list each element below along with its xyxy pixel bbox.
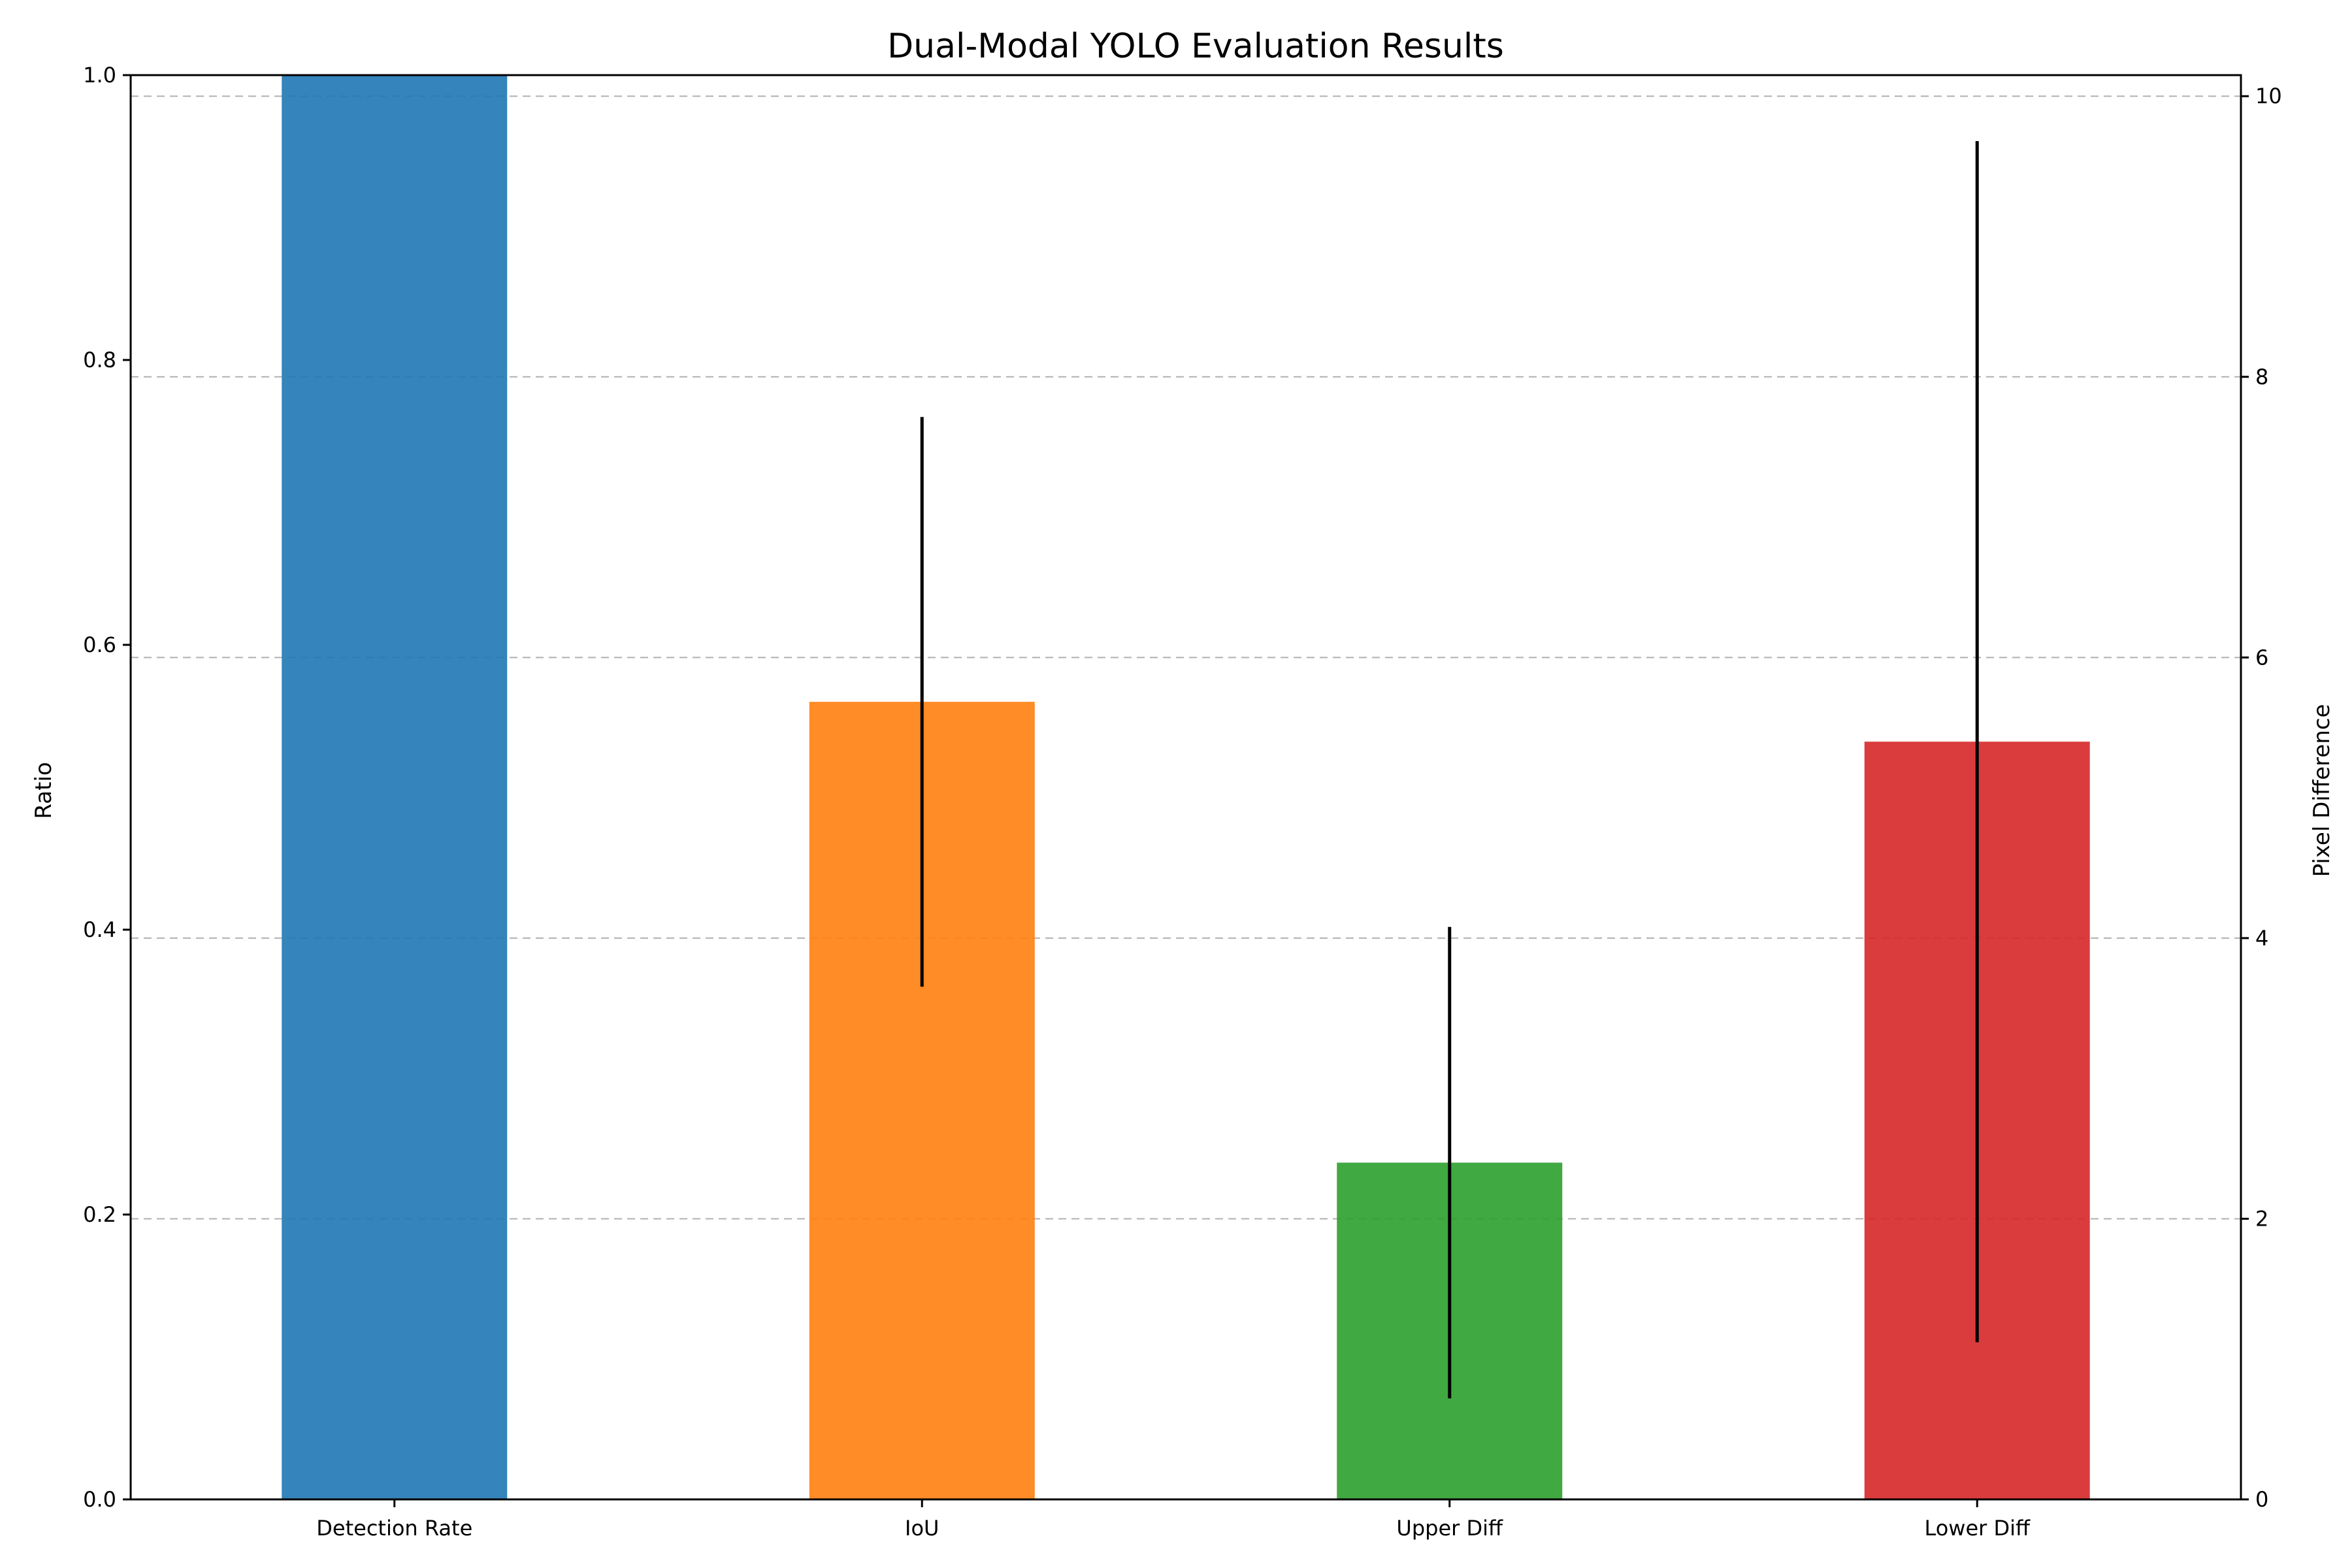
left-tick-label: 0.8 bbox=[83, 348, 116, 372]
bar-detection-rate bbox=[282, 75, 508, 1499]
right-tick-label: 2 bbox=[2255, 1206, 2268, 1231]
axes bbox=[129, 74, 2242, 1501]
plot-frame bbox=[129, 74, 2242, 1501]
x-tick-label: Upper Diff bbox=[1396, 1516, 1503, 1541]
left-tick-label: 0.6 bbox=[83, 632, 116, 657]
right-tick-label: 4 bbox=[2255, 926, 2268, 951]
right-axis-ticks: 0 2 4 6 8 10 bbox=[2241, 84, 2282, 1512]
right-axis-label: Pixel Difference bbox=[2309, 704, 2335, 877]
x-axis-ticks: Detection Rate IoU Upper Diff Lower Diff bbox=[316, 1499, 2031, 1541]
left-tick-label: 0.0 bbox=[83, 1487, 116, 1512]
x-tick-label: Detection Rate bbox=[316, 1516, 472, 1541]
left-tick-label: 0.2 bbox=[83, 1202, 116, 1227]
left-tick-label: 1.0 bbox=[83, 63, 116, 88]
right-tick-label: 6 bbox=[2255, 645, 2268, 670]
left-tick-label: 0.4 bbox=[83, 917, 116, 942]
left-axis-label: Ratio bbox=[31, 762, 57, 819]
error-bars bbox=[920, 140, 1979, 1399]
x-tick-label: IoU bbox=[905, 1516, 939, 1541]
x-tick-label: Lower Diff bbox=[1924, 1516, 2031, 1541]
right-tick-label: 10 bbox=[2255, 84, 2282, 108]
right-tick-label: 0 bbox=[2255, 1487, 2268, 1512]
chart-title: Dual-Modal YOLO Evaluation Results bbox=[887, 27, 1504, 66]
left-axis-ticks: 0.0 0.2 0.4 0.6 0.8 1.0 bbox=[83, 63, 131, 1512]
right-tick-label: 8 bbox=[2255, 365, 2268, 389]
